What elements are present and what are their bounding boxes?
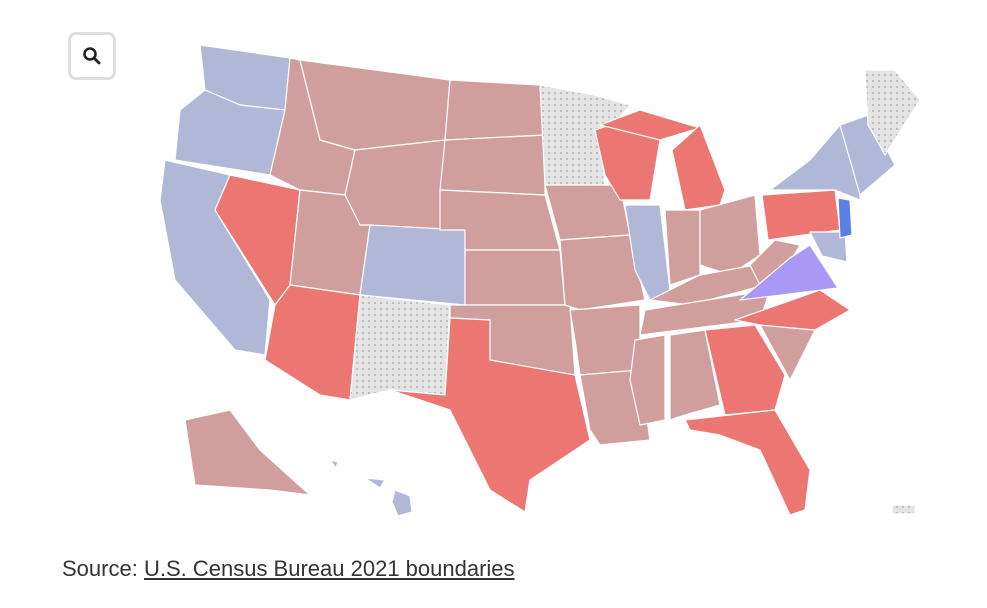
state <box>664 209 701 286</box>
state <box>671 124 726 211</box>
state <box>464 249 566 306</box>
state <box>837 197 853 239</box>
source-note: Source: U.S. Census Bureau 2021 boundari… <box>62 556 515 582</box>
state <box>344 139 446 231</box>
state <box>569 304 641 376</box>
state <box>629 334 666 426</box>
state <box>669 329 721 421</box>
state <box>299 59 451 151</box>
state <box>264 284 361 401</box>
state <box>349 294 451 401</box>
states <box>159 44 921 517</box>
state <box>444 79 546 141</box>
territory <box>891 504 916 515</box>
state <box>184 409 311 496</box>
state <box>739 244 839 301</box>
state <box>864 69 921 156</box>
state <box>364 477 386 489</box>
state <box>559 234 646 311</box>
state <box>359 224 466 306</box>
state <box>439 134 546 196</box>
source-link[interactable]: U.S. Census Bureau 2021 boundaries <box>143 556 515 581</box>
state <box>809 231 848 263</box>
us-map <box>159 44 921 517</box>
state <box>684 409 811 516</box>
state <box>699 194 761 276</box>
state <box>839 114 896 196</box>
search-button[interactable] <box>68 32 116 80</box>
state <box>329 459 339 469</box>
search-icon <box>83 47 101 65</box>
state <box>704 324 786 416</box>
state <box>389 317 591 513</box>
source-label: Source: <box>62 556 138 581</box>
state <box>391 489 413 517</box>
state <box>734 289 851 331</box>
state <box>749 239 801 286</box>
